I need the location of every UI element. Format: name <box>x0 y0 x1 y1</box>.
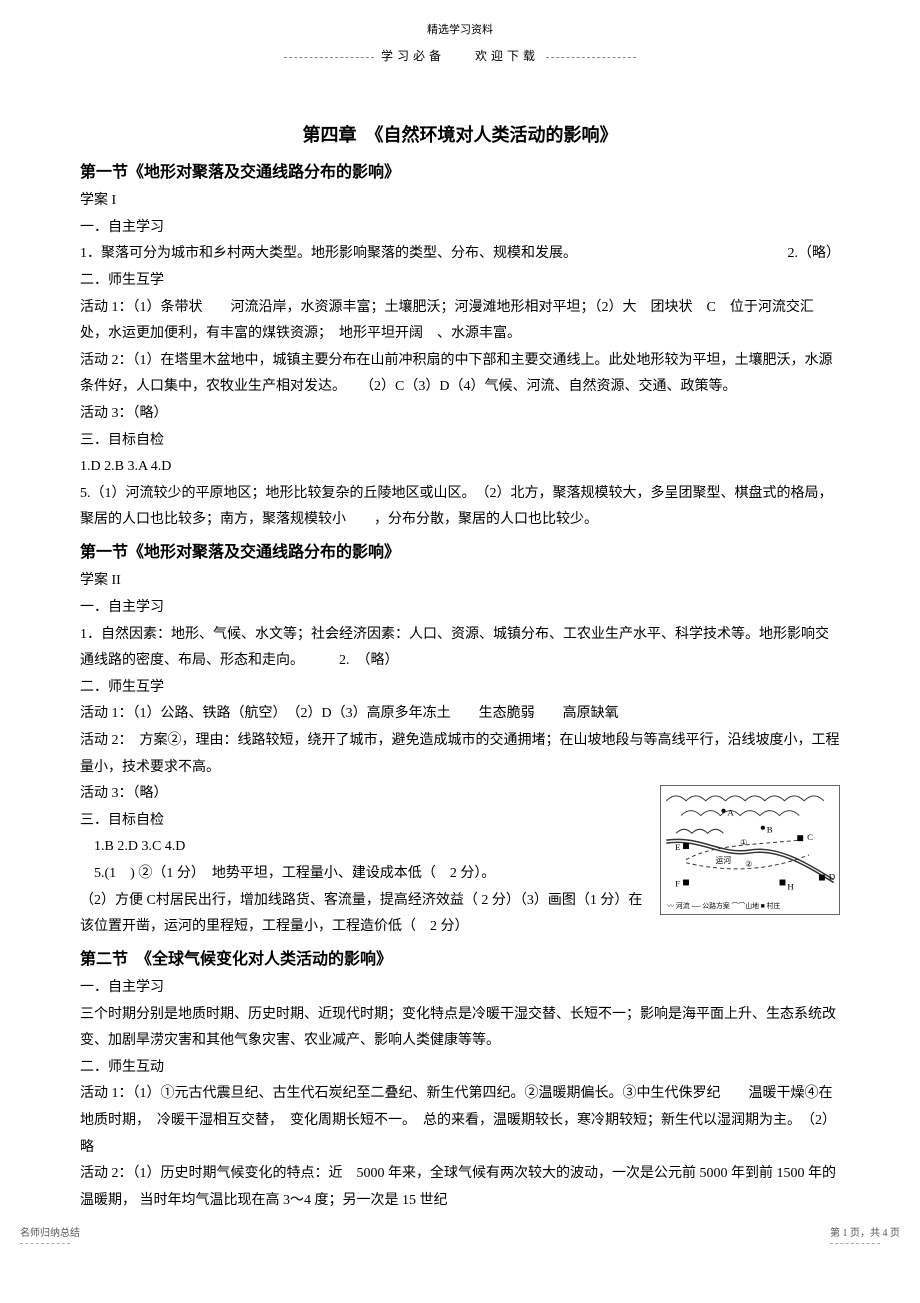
svg-text:E: E <box>675 842 680 852</box>
footer-left: 名师归纳总结 <box>20 1224 80 1244</box>
meta-right: 欢迎下载 <box>475 49 539 63</box>
doc-meta-sub: 学习必备 欢迎下载 <box>80 45 840 68</box>
svg-text:D: D <box>829 872 836 882</box>
s3-a1: 活动 1：（1）①元古代震旦纪、古生代石炭纪至二叠纪、新生代第四纪。②温暖期偏长… <box>80 1081 840 1161</box>
svg-text:①: ① <box>740 838 747 847</box>
meta-left: 学习必备 <box>381 49 445 63</box>
s3-p1: 三个时期分别是地质时期、历史时期、近现代时期；变化特点是冷暖干湿交替、长短不一；… <box>80 1002 840 1055</box>
svg-text:运河: 运河 <box>716 856 732 865</box>
section1-title: 第一节《地形对聚落及交通线路分布的影响》 <box>80 158 840 188</box>
s1-p1a: 1．聚落可分为城市和乡村两大类型。地形影响聚落的类型、分布、规模和发展。 <box>80 246 577 261</box>
svg-text:②: ② <box>745 860 752 869</box>
svg-text:〰 河流 ---- 公路方案 ⌒⌒山地 ■ 村庄: 〰 河流 ---- 公路方案 ⌒⌒山地 ■ 村庄 <box>667 901 780 910</box>
svg-text:●: ● <box>720 806 726 817</box>
s1-a2: 活动 2：（1）在塔里木盆地中，城镇主要分布在山前冲积扇的中下部和主要交通线上。… <box>80 348 840 401</box>
s3-h2: 二．师生互动 <box>80 1055 840 1082</box>
s1-a3: 活动 3：（略） <box>80 401 840 428</box>
s1-h2: 二．师生互学 <box>80 268 840 295</box>
s2-h1: 一．自主学习 <box>80 595 840 622</box>
s2-p1: 1．自然因素：地形、气候、水文等；社会经济因素：人口、资源、城镇分布、工农业生产… <box>80 622 840 675</box>
s1-ans2: 5.（1）河流较少的平原地区；地形比较复杂的丘陵地区或山区。 （2）北方，聚落规… <box>80 481 840 534</box>
s1-p1b: 2.（略） <box>788 241 841 268</box>
s2-a1: 活动 1：（1）公路、铁路（航空） （2）D（3）高原多年冻土 生态脆弱 高原缺… <box>80 701 840 728</box>
s1-h3: 三．目标自检 <box>80 428 840 455</box>
s1-p1: 1．聚落可分为城市和乡村两大类型。地形影响聚落的类型、分布、规模和发展。 2.（… <box>80 241 840 268</box>
svg-text:H: H <box>787 882 794 892</box>
s1-ans1: 1.D 2.B 3.A 4.D <box>80 454 840 481</box>
svg-text:B: B <box>767 824 773 834</box>
xuean-2: 学案 II <box>80 568 840 595</box>
doc-meta-top: 精选学习资料 <box>80 20 840 41</box>
section3-title: 第二节 《全球气候变化对人类活动的影响》 <box>80 945 840 975</box>
chapter-title: 第四章 《自然环境对人类活动的影响》 <box>80 118 840 152</box>
s3-a2: 活动 2：（1）历史时期气候变化的特点：近 5000 年来，全球气候有两次较大的… <box>80 1161 840 1214</box>
s2-h2: 二．师生互学 <box>80 675 840 702</box>
s2-a2: 活动 2： 方案②，理由：线路较短，绕开了城市，避免造成城市的交通拥堵；在山坡地… <box>80 728 840 781</box>
footer-right: 第 1 页，共 4 页 <box>830 1224 900 1244</box>
svg-text:C: C <box>807 832 813 842</box>
section2-title: 第一节《地形对聚落及交通线路分布的影响》 <box>80 538 840 568</box>
svg-text:A: A <box>727 808 734 818</box>
svg-text:●: ● <box>760 822 766 833</box>
s1-h1: 一．自主学习 <box>80 215 840 242</box>
svg-text:F: F <box>675 879 680 889</box>
s3-h1: 一．自主学习 <box>80 975 840 1002</box>
xuean-1: 学案 I <box>80 188 840 215</box>
s1-a1: 活动 1：（1）条带状 河流沿岸，水资源丰富；土壤肥沃；河漫滩地形相对平坦；（2… <box>80 295 840 348</box>
map-diagram: ● A ● B C D E F H ① ② 运河 〰 河流 ---- 公路方案 … <box>660 785 840 915</box>
